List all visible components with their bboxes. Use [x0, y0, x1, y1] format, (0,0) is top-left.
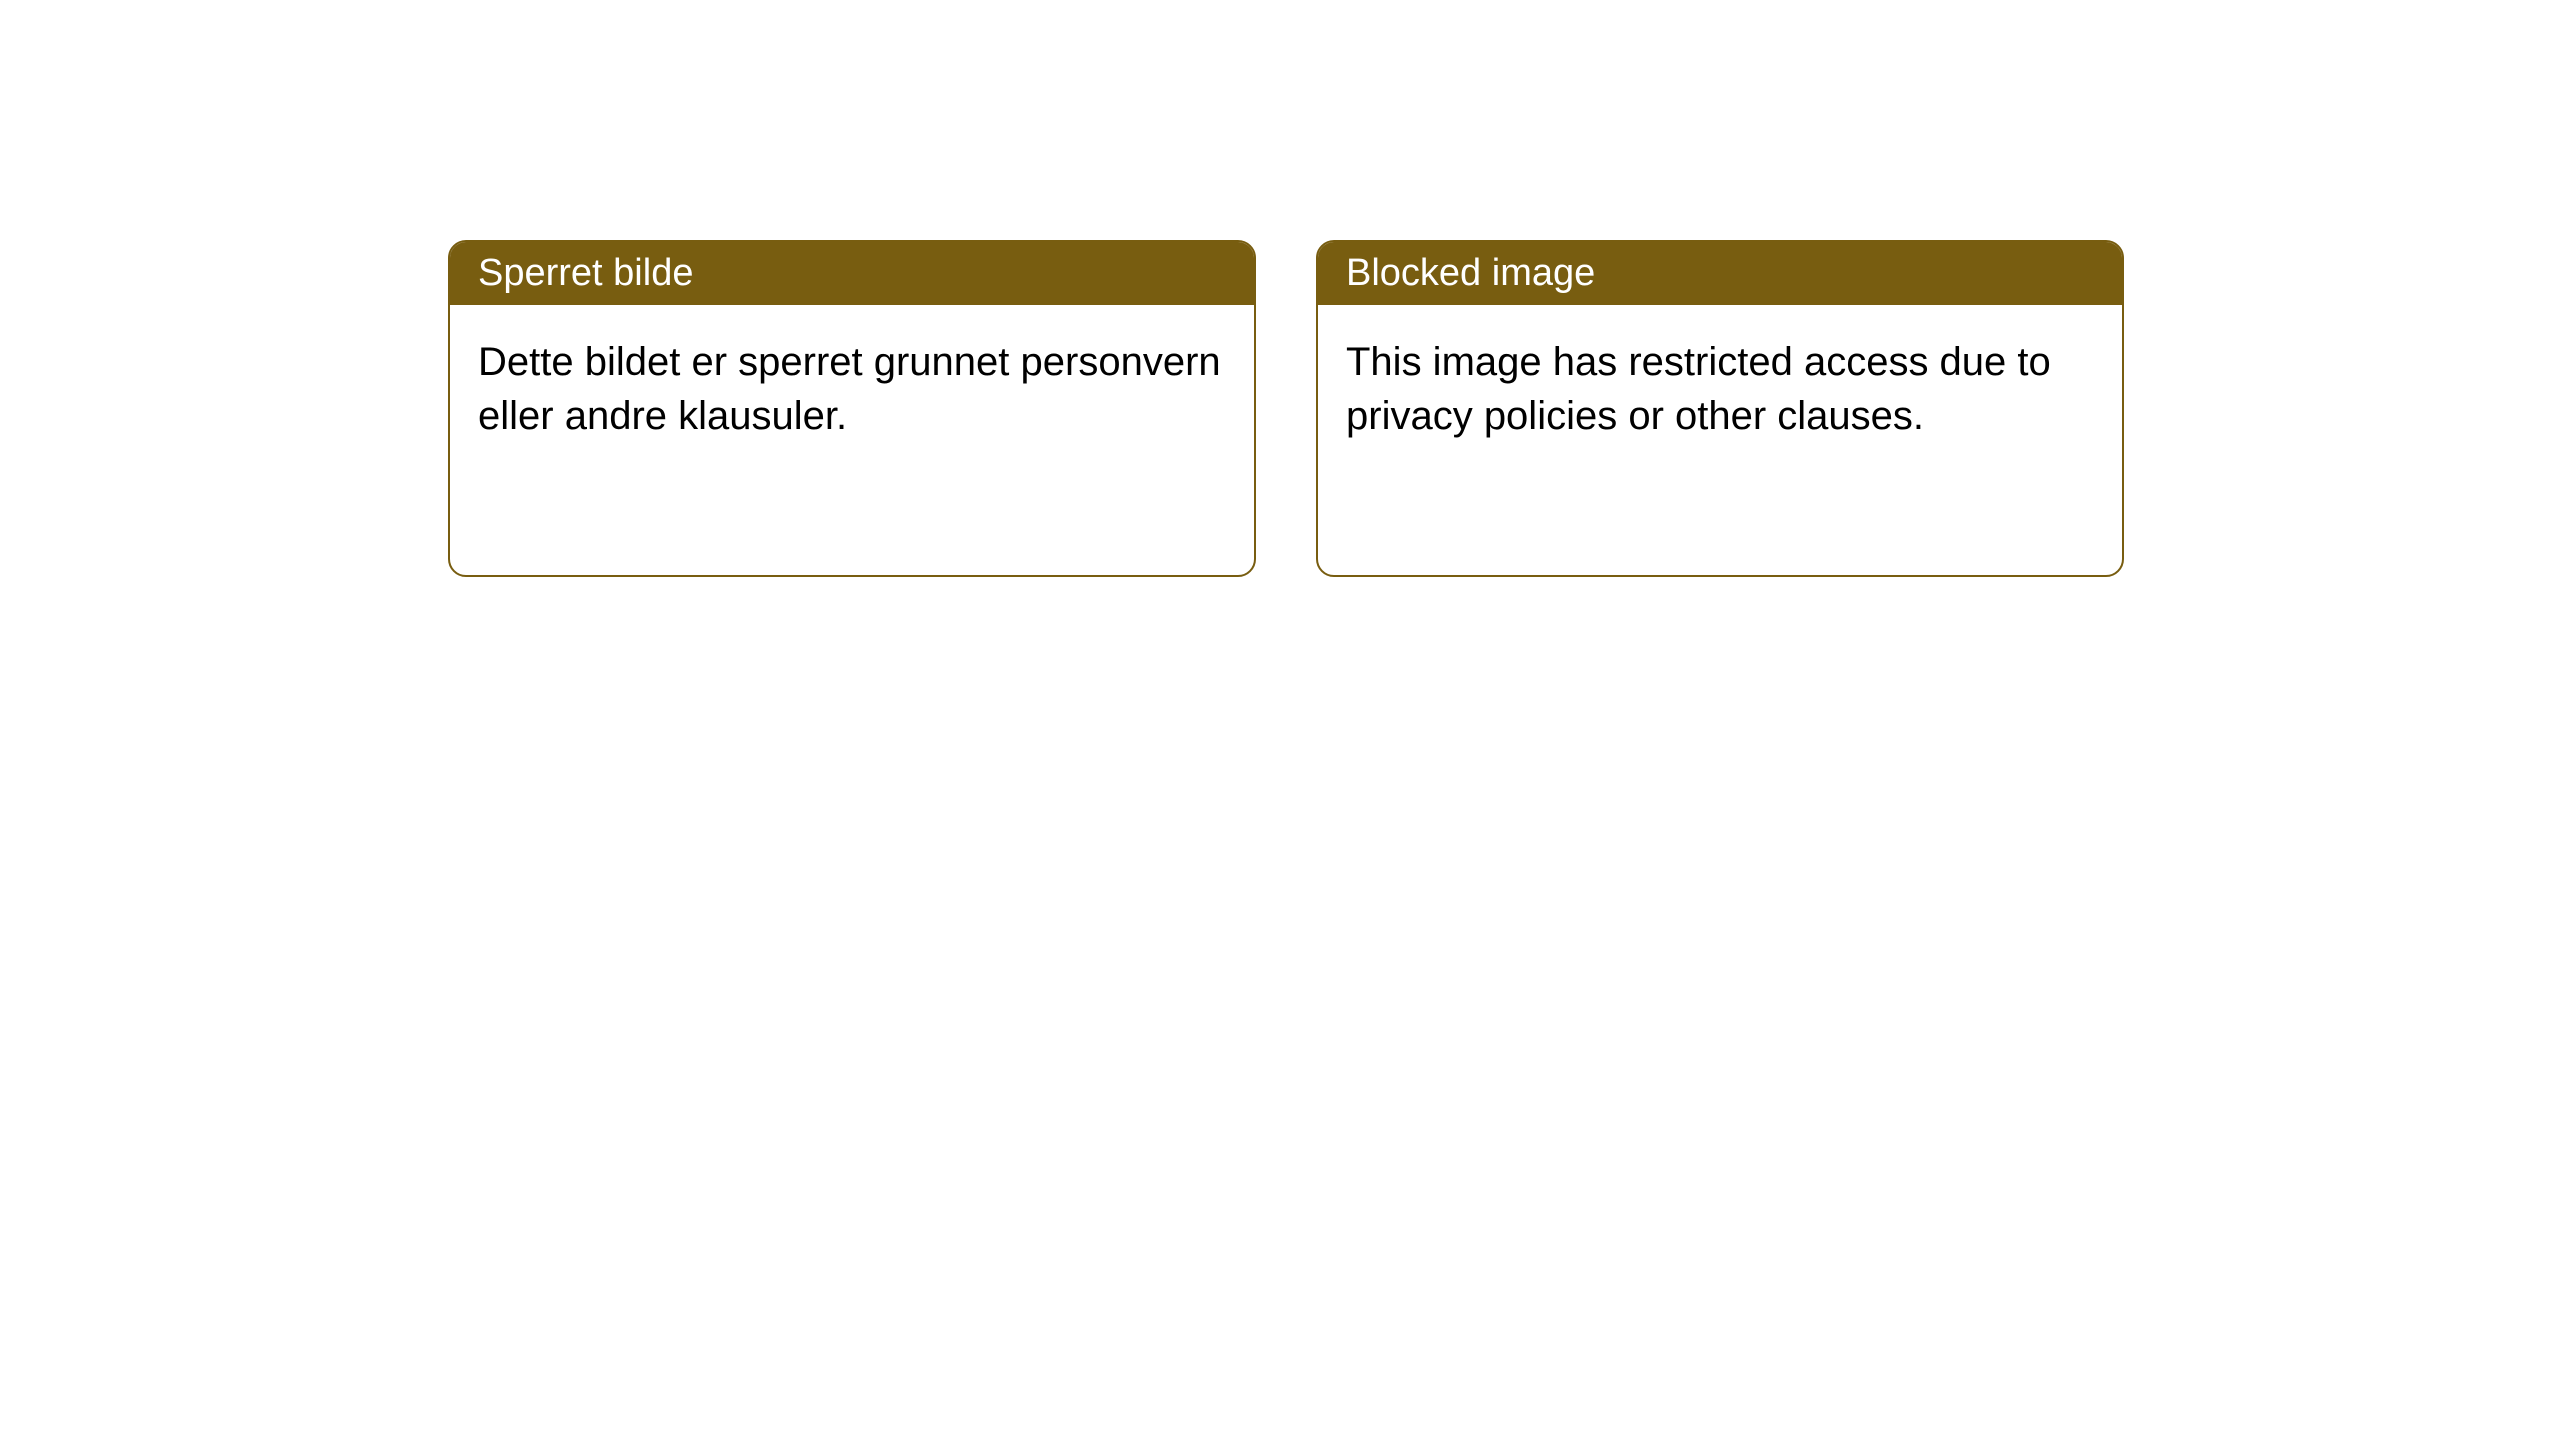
notice-header: Blocked image: [1318, 242, 2122, 305]
notice-card-norwegian: Sperret bilde Dette bildet er sperret gr…: [448, 240, 1256, 577]
notice-header: Sperret bilde: [450, 242, 1254, 305]
notice-body: Dette bildet er sperret grunnet personve…: [450, 305, 1254, 575]
notice-body: This image has restricted access due to …: [1318, 305, 2122, 575]
notice-card-english: Blocked image This image has restricted …: [1316, 240, 2124, 577]
notice-container: Sperret bilde Dette bildet er sperret gr…: [448, 240, 2124, 577]
